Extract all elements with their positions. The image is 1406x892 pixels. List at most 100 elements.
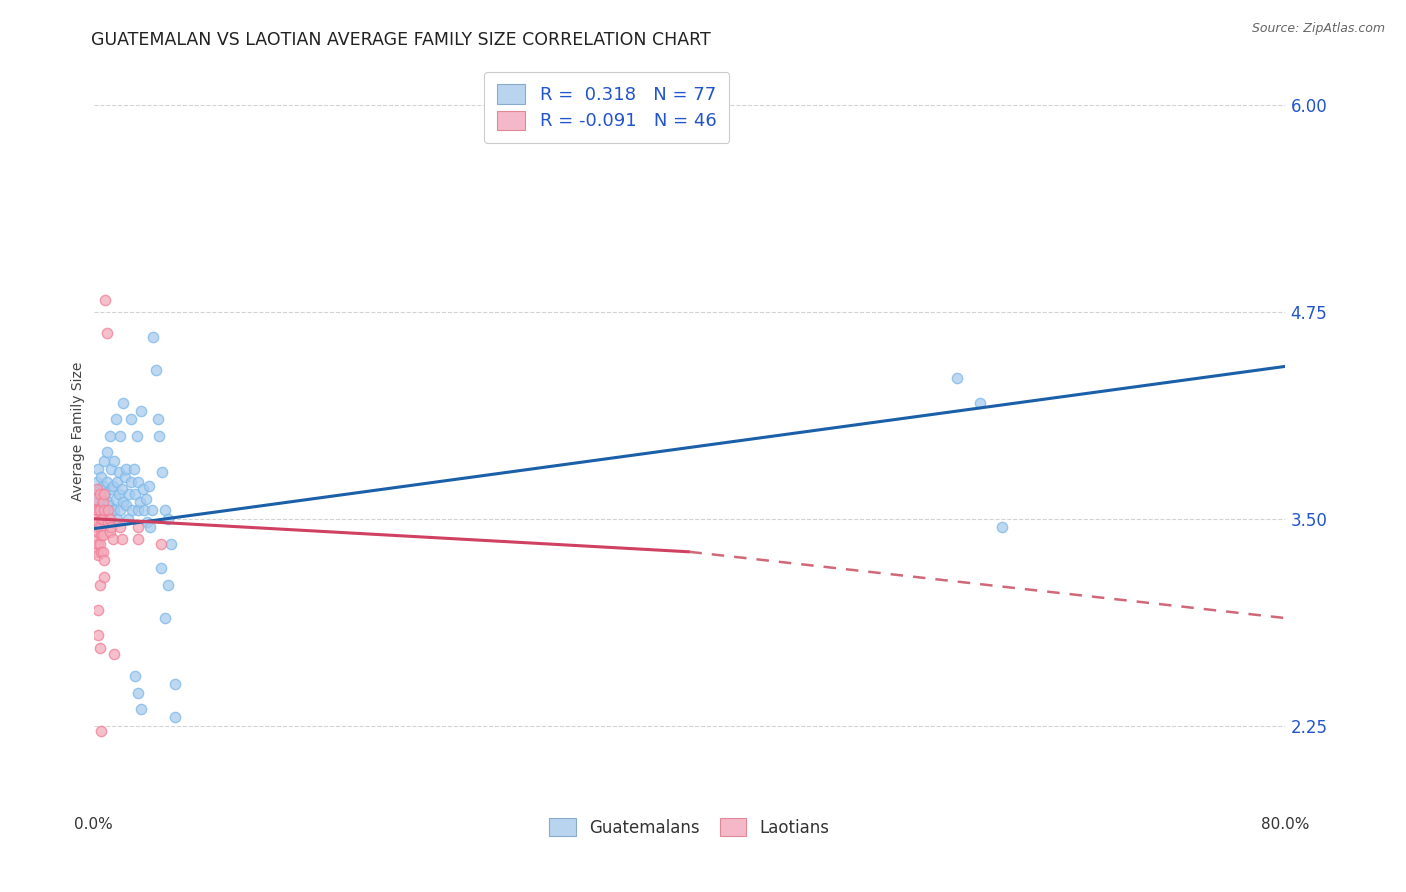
Point <box>97 499 120 513</box>
Point <box>132 482 155 496</box>
Point <box>94 293 117 308</box>
Point <box>93 515 115 529</box>
Point <box>129 702 152 716</box>
Point <box>87 495 110 509</box>
Point <box>84 491 107 506</box>
Point <box>89 487 111 501</box>
Point <box>93 553 115 567</box>
Text: Source: ZipAtlas.com: Source: ZipAtlas.com <box>1251 22 1385 36</box>
Point <box>107 512 129 526</box>
Point <box>89 578 111 592</box>
Point <box>87 627 110 641</box>
Point <box>120 412 142 426</box>
Point <box>110 520 132 534</box>
Point <box>114 470 136 484</box>
Point <box>100 462 122 476</box>
Point <box>86 520 108 534</box>
Point <box>89 503 111 517</box>
Point <box>112 396 135 410</box>
Point <box>104 491 127 506</box>
Point <box>93 569 115 583</box>
Point <box>87 603 110 617</box>
Point <box>91 512 114 526</box>
Point <box>98 512 121 526</box>
Point <box>103 503 125 517</box>
Point <box>90 545 112 559</box>
Point <box>115 462 138 476</box>
Point <box>86 545 108 559</box>
Point <box>86 503 108 517</box>
Point <box>157 578 180 592</box>
Point <box>86 499 108 513</box>
Point <box>86 482 108 496</box>
Point <box>101 478 124 492</box>
Text: GUATEMALAN VS LAOTIAN AVERAGE FAMILY SIZE CORRELATION CHART: GUATEMALAN VS LAOTIAN AVERAGE FAMILY SIZ… <box>91 31 711 49</box>
Point <box>84 512 107 526</box>
Point <box>122 462 145 476</box>
Point <box>139 520 162 534</box>
Point <box>135 491 157 506</box>
Point <box>86 532 108 546</box>
Point <box>117 512 139 526</box>
Point <box>969 396 991 410</box>
Point <box>91 508 114 523</box>
Point <box>93 454 115 468</box>
Point <box>89 520 111 534</box>
Point <box>149 536 172 550</box>
Point <box>121 503 143 517</box>
Point <box>100 520 122 534</box>
Point <box>87 548 110 562</box>
Point <box>138 478 160 492</box>
Point <box>90 528 112 542</box>
Point <box>89 503 111 517</box>
Point <box>89 640 111 655</box>
Point <box>87 462 110 476</box>
Point <box>98 515 121 529</box>
Point <box>141 503 163 517</box>
Point <box>97 503 120 517</box>
Point <box>110 429 132 443</box>
Point <box>100 482 122 496</box>
Point <box>153 503 176 517</box>
Point <box>124 487 146 501</box>
Point <box>103 454 125 468</box>
Point <box>128 495 150 509</box>
Point <box>124 669 146 683</box>
Point <box>96 475 118 490</box>
Point <box>103 648 125 662</box>
Point <box>91 495 114 509</box>
Point <box>87 515 110 529</box>
Point <box>112 495 135 509</box>
Point <box>991 520 1014 534</box>
Point <box>110 503 132 517</box>
Point <box>86 475 108 490</box>
Point <box>127 520 149 534</box>
Point <box>89 536 111 550</box>
Point <box>160 536 183 550</box>
Point <box>153 611 176 625</box>
Point <box>97 495 120 509</box>
Point <box>149 561 172 575</box>
Y-axis label: Average Family Size: Average Family Size <box>72 362 86 501</box>
Point <box>108 487 131 501</box>
Point <box>946 371 969 385</box>
Point <box>146 412 169 426</box>
Point <box>87 524 110 539</box>
Point <box>94 487 117 501</box>
Point <box>84 487 107 501</box>
Point <box>91 478 114 492</box>
Point <box>94 503 117 517</box>
Point <box>98 524 121 539</box>
Point <box>165 710 187 724</box>
Point <box>148 429 170 443</box>
Point <box>90 470 112 484</box>
Point <box>115 499 138 513</box>
Point <box>142 329 165 343</box>
Point <box>104 412 127 426</box>
Point <box>97 515 120 529</box>
Point <box>101 532 124 546</box>
Point <box>90 723 112 738</box>
Point <box>107 475 129 490</box>
Point <box>98 429 121 443</box>
Point <box>101 503 124 517</box>
